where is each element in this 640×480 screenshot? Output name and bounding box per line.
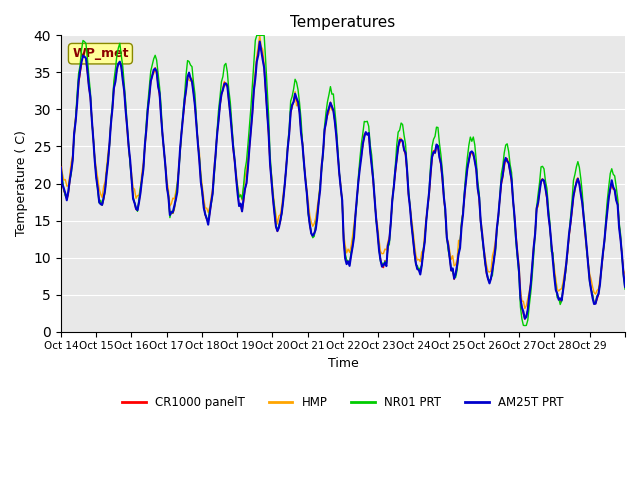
Y-axis label: Temperature ( C): Temperature ( C) [15,131,28,237]
Text: WP_met: WP_met [72,47,129,60]
X-axis label: Time: Time [328,357,358,370]
Legend: CR1000 panelT, HMP, NR01 PRT, AM25T PRT: CR1000 panelT, HMP, NR01 PRT, AM25T PRT [118,391,568,413]
Title: Temperatures: Temperatures [291,15,396,30]
